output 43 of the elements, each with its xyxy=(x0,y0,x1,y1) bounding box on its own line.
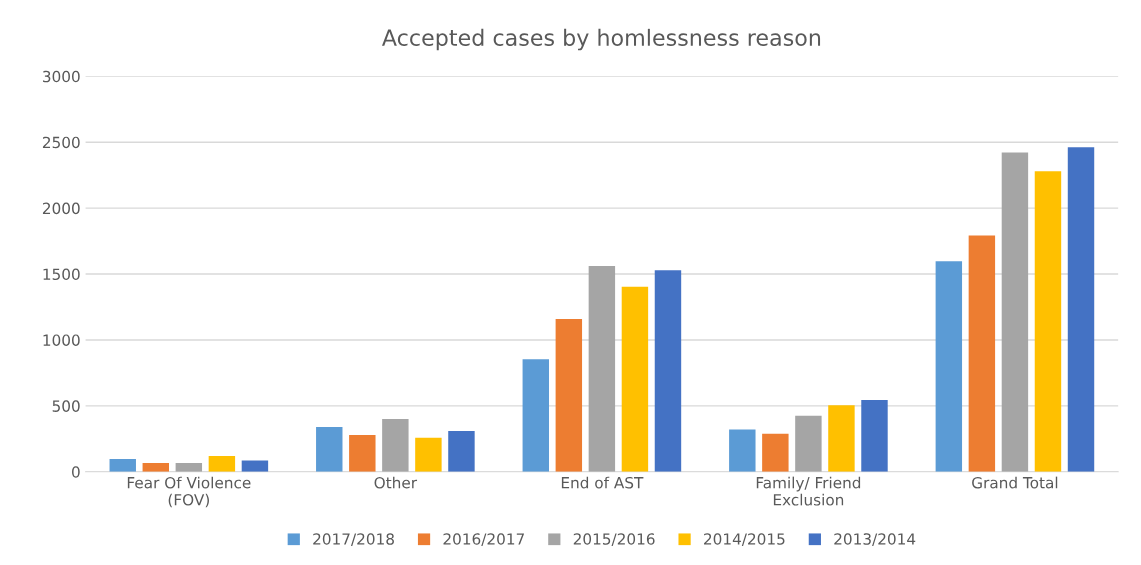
bar xyxy=(109,459,136,472)
x-tick-label: Fear Of Violence (FOV) xyxy=(127,476,251,508)
legend-label: 2017/2018 xyxy=(313,533,394,547)
bar xyxy=(316,426,343,472)
bar xyxy=(935,261,963,472)
y-tick-label: 1500 xyxy=(43,268,80,281)
bar xyxy=(1067,147,1095,472)
x-tick-label: Other xyxy=(374,476,418,489)
bar xyxy=(349,434,376,472)
bar xyxy=(142,463,170,472)
y-tick-label: 2000 xyxy=(42,202,80,215)
bar xyxy=(415,437,442,472)
x-tick-label: End of AST xyxy=(561,476,644,489)
bar xyxy=(1001,152,1029,472)
bar xyxy=(968,235,996,472)
bar xyxy=(175,463,203,472)
y-tick-label: 3000 xyxy=(43,70,80,83)
bar xyxy=(555,318,583,472)
bar xyxy=(448,430,475,472)
bar xyxy=(861,399,888,472)
x-tick-label: Grand Total xyxy=(972,476,1058,489)
legend-label: 2014/2015 xyxy=(704,533,785,547)
bar xyxy=(762,433,789,472)
y-tick-label: 500 xyxy=(52,400,80,412)
bar xyxy=(828,405,855,472)
bar xyxy=(654,270,682,472)
bar xyxy=(729,429,756,472)
legend-label: 2013/2014 xyxy=(834,533,916,547)
legend-label: 2015/2016 xyxy=(573,533,655,547)
y-tick-label: 2500 xyxy=(42,136,80,149)
y-tick-label: 0 xyxy=(72,466,80,478)
chart-title: Accepted cases by homlessness reason xyxy=(381,28,821,51)
bar xyxy=(208,456,236,472)
bar xyxy=(588,266,616,472)
bar xyxy=(1034,171,1062,472)
legend-label: 2016/2017 xyxy=(443,533,524,547)
bar xyxy=(382,418,409,472)
bar xyxy=(241,460,269,472)
bar xyxy=(522,359,550,472)
bar xyxy=(621,286,649,472)
y-tick-label: 1000 xyxy=(43,334,80,346)
bar xyxy=(795,415,822,472)
x-tick-label: Family/ Friend Exclusion xyxy=(756,476,861,506)
